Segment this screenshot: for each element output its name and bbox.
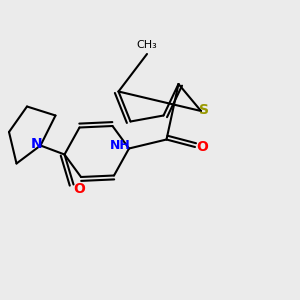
Text: N: N — [31, 137, 43, 151]
Text: NH: NH — [110, 139, 130, 152]
Text: S: S — [199, 103, 209, 116]
Text: O: O — [196, 140, 208, 154]
Text: O: O — [74, 182, 86, 196]
Text: CH₃: CH₃ — [136, 40, 158, 50]
